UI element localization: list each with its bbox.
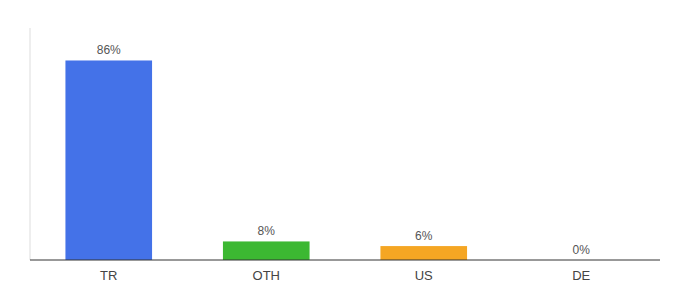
data-label: 0%	[573, 243, 591, 257]
bar	[223, 241, 310, 260]
data-label: 6%	[415, 229, 433, 243]
bar	[65, 60, 152, 260]
x-axis-line	[30, 260, 660, 261]
x-tick-label: DE	[572, 268, 590, 283]
x-tick-label: US	[415, 268, 433, 283]
chart-svg: TR OTH US DE 86% 8% 6% 0%	[0, 0, 680, 300]
chart-container: TR OTH US DE 86% 8% 6% 0%	[0, 0, 680, 300]
x-tick-label: OTH	[253, 268, 280, 283]
x-tick-label: TR	[100, 268, 117, 283]
bar	[380, 246, 467, 260]
y-axis-line	[30, 28, 31, 260]
data-label: 86%	[97, 43, 121, 57]
data-label: 8%	[258, 224, 276, 238]
bars	[65, 60, 467, 260]
